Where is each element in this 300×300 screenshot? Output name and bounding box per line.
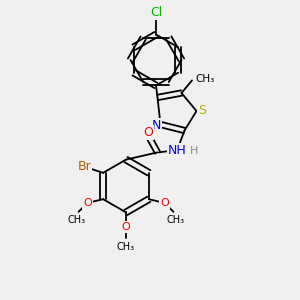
Text: CH₃: CH₃ (167, 215, 185, 225)
Text: CH₃: CH₃ (67, 215, 85, 225)
Text: O: O (160, 198, 169, 208)
Text: Cl: Cl (150, 6, 162, 20)
Text: CH₃: CH₃ (117, 242, 135, 252)
Text: H: H (190, 146, 198, 157)
Text: O: O (83, 198, 92, 208)
Text: NH: NH (168, 143, 186, 157)
Text: Br: Br (77, 160, 91, 173)
Text: N: N (151, 119, 161, 133)
Text: O: O (143, 126, 153, 140)
Text: CH₃: CH₃ (196, 74, 215, 84)
Text: O: O (122, 222, 130, 232)
Text: S: S (198, 104, 206, 118)
